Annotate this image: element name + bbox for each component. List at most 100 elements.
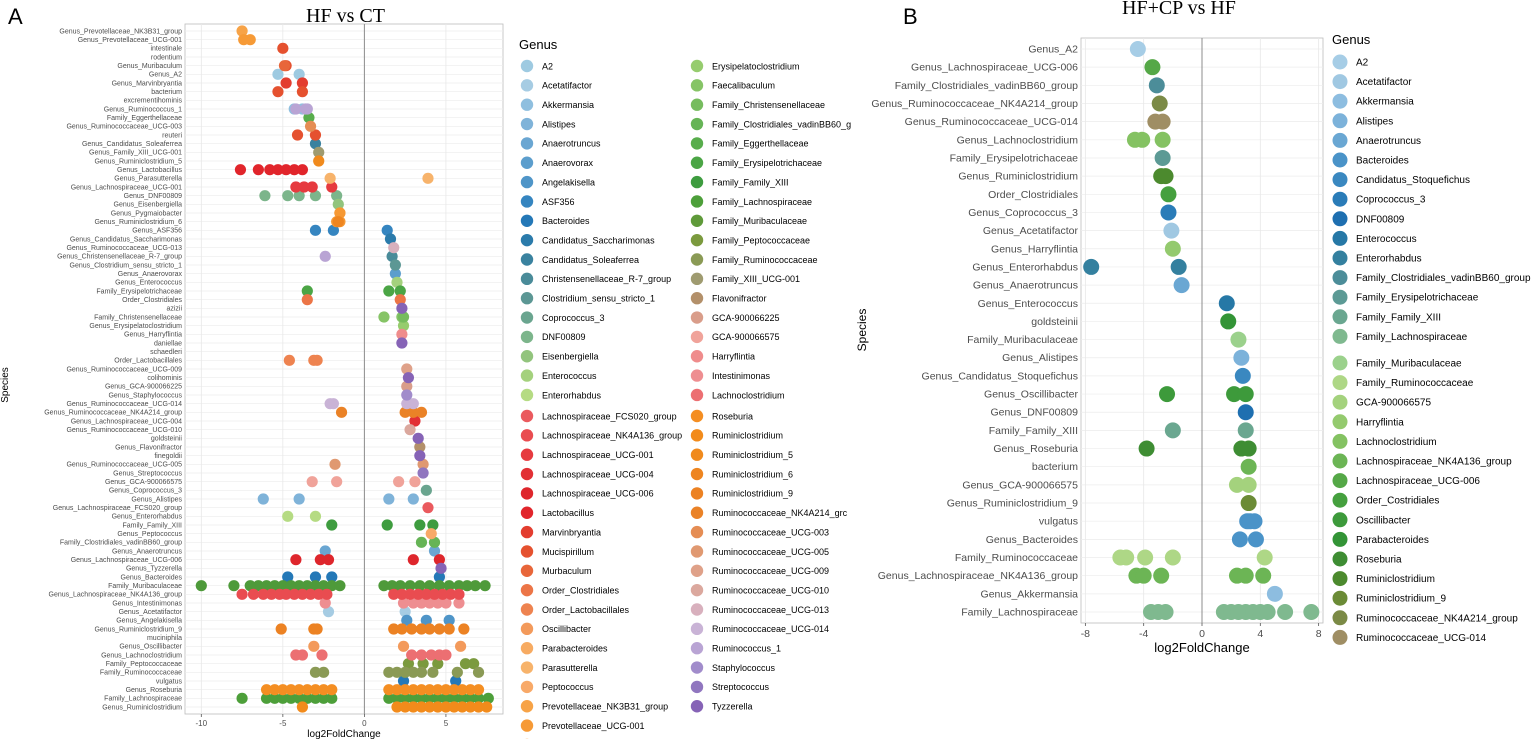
legend-swatch <box>690 622 704 636</box>
data-point <box>396 623 408 635</box>
data-point <box>402 372 415 384</box>
data-point <box>304 588 317 600</box>
legend-label: Family_Erysipelotrichaceae <box>1356 293 1479 304</box>
legend-label: GCA-900066225 <box>712 313 780 323</box>
legend-swatch <box>690 680 704 694</box>
legend-swatch <box>520 388 534 402</box>
data-point <box>1170 258 1187 275</box>
data-point <box>306 476 318 488</box>
legend-swatch <box>690 369 704 382</box>
legend-swatch <box>520 272 534 286</box>
data-point <box>388 588 400 600</box>
data-point <box>424 692 436 704</box>
y-tick-label: Genus_Candidatus_Stoquefichus <box>922 370 1078 382</box>
data-point <box>383 692 395 704</box>
data-point <box>1154 149 1171 166</box>
legend-swatch <box>690 98 704 111</box>
data-point <box>277 692 289 704</box>
data-point <box>388 242 400 254</box>
data-point <box>309 510 322 522</box>
legend-swatch <box>690 350 704 363</box>
data-point <box>381 519 393 531</box>
legend-swatch <box>690 137 704 150</box>
x-tick-label: 8 <box>1316 628 1322 640</box>
legend-label: Mucispirillum <box>542 547 594 557</box>
y-tick-label: Genus_Acetatifactor <box>119 609 183 616</box>
legend-swatch <box>690 487 704 500</box>
data-point <box>391 701 403 713</box>
data-point <box>1277 604 1294 620</box>
legend-label: Ruminococcaceae_UCG-014 <box>712 624 829 634</box>
data-point <box>440 684 452 696</box>
legend-label: Lachnospiraceae_UCG-006 <box>542 489 654 499</box>
legend-label: Parabacteroides <box>1356 535 1429 546</box>
data-point <box>244 580 256 592</box>
y-tick-label: rodentium <box>151 54 182 61</box>
data-point <box>389 268 401 280</box>
legend-swatch <box>1332 152 1348 168</box>
data-point <box>1259 604 1276 620</box>
y-tick-label: Genus_Oscillibacter <box>984 389 1078 401</box>
legend-label: Candidatus_Stoquefichus <box>1356 175 1470 186</box>
data-point <box>1135 567 1152 584</box>
data-point <box>1160 204 1177 221</box>
data-point <box>402 658 415 670</box>
data-point <box>383 285 395 297</box>
y-tick-label: Genus_Enterococcus <box>115 280 182 287</box>
y-tick-label: vulgatus <box>1039 516 1078 528</box>
y-tick-label: Genus_Peptococcus <box>117 531 182 538</box>
data-point <box>296 649 309 661</box>
data-point <box>415 692 428 704</box>
legend-label: Harryflintia <box>1356 417 1404 428</box>
data-point <box>456 684 468 696</box>
legend-swatch <box>690 429 704 442</box>
data-point <box>1218 295 1235 312</box>
data-point <box>1256 549 1273 566</box>
y-tick-label: Order_Lactobacillales <box>114 358 182 365</box>
data-point <box>293 68 305 80</box>
data-point <box>288 164 300 176</box>
data-point <box>318 666 330 678</box>
panel-a-y-axis-title: Species <box>0 367 11 403</box>
data-point <box>401 614 413 626</box>
legend-label: GCA-900066575 <box>712 332 780 342</box>
legend-label: Family_Christensenellaceae <box>712 100 825 110</box>
data-point <box>415 623 428 635</box>
y-tick-label: Genus_Lachnoclostridium <box>957 134 1079 146</box>
data-point <box>293 692 305 704</box>
data-point <box>326 519 338 531</box>
data-point <box>415 649 428 661</box>
y-tick-label: Genus_Lachnospiraceae_UCG-004 <box>71 418 182 425</box>
legend-label: Family_Lachnospiraceae <box>1356 332 1468 343</box>
data-point <box>407 684 419 696</box>
y-tick-label: Genus_Lachnospiraceae_NK4A136_group <box>878 570 1078 582</box>
data-point <box>257 493 269 505</box>
data-point <box>424 597 436 609</box>
data-point <box>309 571 322 583</box>
legend-swatch <box>690 525 704 539</box>
y-tick-label: Family_Family_XIII <box>989 425 1078 437</box>
data-point <box>285 684 297 696</box>
data-point <box>428 536 441 548</box>
panel-a-title: HF vs CT <box>306 5 385 27</box>
legend-label: Ruminococcaceae_UCG-003 <box>712 527 829 537</box>
legend-swatch <box>1332 250 1348 266</box>
y-tick-label: Family_Erysipelotrichaceae <box>96 288 182 295</box>
data-point <box>468 658 480 670</box>
data-point <box>422 502 434 514</box>
y-tick-label: Family_Family_XIII <box>122 522 182 529</box>
data-point <box>378 580 390 592</box>
x-tick-label: 0 <box>1199 628 1205 640</box>
data-point <box>322 606 335 618</box>
y-tick-label: Genus_DNF00809 <box>124 193 182 200</box>
legend-label: Murbaculum <box>542 566 592 576</box>
data-point <box>1303 604 1320 620</box>
legend-label: Order_Clostridiales <box>542 585 620 595</box>
legend-label: Ruminococcaceae_UCG-013 <box>712 605 829 615</box>
data-point <box>459 658 472 670</box>
legend-swatch <box>690 564 704 577</box>
data-point <box>396 302 408 314</box>
legend-label: Ruminiclostridium_9 <box>1356 594 1446 605</box>
data-point <box>318 580 330 592</box>
legend-label: Ruminococcaceae_UCG-005 <box>712 547 829 557</box>
